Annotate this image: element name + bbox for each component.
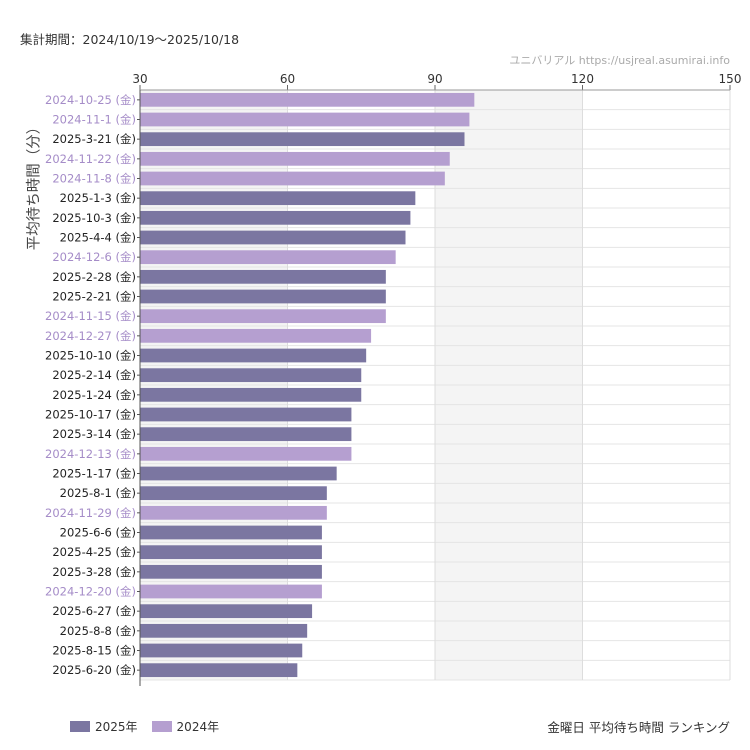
- legend-label-2025: 2025年: [95, 720, 138, 734]
- bar: [140, 269, 386, 284]
- bar: [140, 151, 450, 166]
- bar: [140, 191, 416, 206]
- collection-period: 集計期間：2024/10/19〜2025/10/18: [20, 32, 240, 47]
- bar: [140, 230, 406, 245]
- category-label: 2025-1-17 (金): [52, 467, 136, 481]
- x-tick-label: 90: [427, 72, 442, 86]
- category-label: 2025-3-14 (金): [52, 427, 136, 441]
- legend-item-2025[interactable]: 2025年: [70, 718, 138, 735]
- bar: [140, 210, 411, 225]
- category-label: 2024-12-20 (金): [45, 585, 136, 599]
- bar: [140, 604, 313, 619]
- category-label: 2025-6-27 (金): [52, 604, 136, 618]
- bar: [140, 92, 475, 107]
- category-label: 2025-8-1 (金): [60, 486, 136, 500]
- x-tick-label: 30: [132, 72, 147, 86]
- category-label: 2025-3-28 (金): [52, 565, 136, 579]
- legend-swatch-2024: [151, 721, 172, 732]
- category-label: 2025-1-24 (金): [52, 388, 136, 402]
- site-credit: ユニバリアル https://usjreal.asumirai.info: [509, 54, 730, 67]
- bar: [140, 486, 327, 501]
- category-label: 2024-11-1 (金): [52, 113, 136, 127]
- category-label: 2024-11-29 (金): [45, 506, 136, 520]
- bar: [140, 407, 352, 422]
- category-label: 2024-12-27 (金): [45, 329, 136, 343]
- category-label: 2025-8-15 (金): [52, 644, 136, 658]
- category-label: 2024-11-15 (金): [45, 309, 136, 323]
- category-label: 2024-12-13 (金): [45, 447, 136, 461]
- bar: [140, 525, 322, 540]
- bar: [140, 584, 322, 599]
- x-tick-label: 120: [571, 72, 594, 86]
- bar: [140, 250, 396, 265]
- bar: [140, 466, 337, 481]
- category-label: 2025-2-21 (金): [52, 290, 136, 304]
- bar: [140, 446, 352, 461]
- category-label: 2025-8-8 (金): [60, 624, 136, 638]
- legend-label-2024: 2024年: [176, 720, 220, 734]
- category-label: 2025-4-4 (金): [60, 231, 136, 245]
- bar: [140, 623, 308, 638]
- category-label: 2025-10-17 (金): [45, 408, 136, 422]
- category-label: 2024-11-22 (金): [45, 152, 136, 166]
- category-label: 2025-4-25 (金): [52, 545, 136, 559]
- x-tick-label: 60: [280, 72, 295, 86]
- bar: [140, 132, 465, 147]
- bar: [140, 387, 362, 402]
- category-label: 2025-10-3 (金): [52, 211, 136, 225]
- category-label: 2024-11-8 (金): [52, 172, 136, 186]
- category-label: 2025-10-10 (金): [45, 349, 136, 363]
- bar: [140, 328, 372, 343]
- category-label: 2025-6-6 (金): [60, 526, 136, 540]
- bar: [140, 171, 445, 186]
- bar: [140, 643, 303, 658]
- category-label: 2024-10-25 (金): [45, 93, 136, 107]
- bar: [140, 545, 322, 560]
- legend: 2025年 2024年: [70, 718, 233, 735]
- bar: [140, 112, 470, 127]
- bar: [140, 289, 386, 304]
- category-label: 2025-1-3 (金): [60, 191, 136, 205]
- chart-caption: 金曜日 平均待ち時間 ランキング: [547, 720, 730, 735]
- bar: [140, 348, 367, 363]
- bar: [140, 564, 322, 579]
- bar: [140, 309, 386, 324]
- bar: [140, 505, 327, 520]
- x-tick-label: 150: [719, 72, 742, 86]
- category-label: 2025-2-28 (金): [52, 270, 136, 284]
- category-label: 2024-12-6 (金): [52, 250, 136, 264]
- bar: [140, 663, 298, 678]
- category-label: 2025-3-21 (金): [52, 132, 136, 146]
- legend-item-2024[interactable]: 2024年: [151, 718, 220, 735]
- category-label: 2025-6-20 (金): [52, 663, 136, 677]
- bar: [140, 427, 352, 442]
- bar: [140, 368, 362, 383]
- legend-swatch-2025: [70, 721, 90, 732]
- category-label: 2025-2-14 (金): [52, 368, 136, 382]
